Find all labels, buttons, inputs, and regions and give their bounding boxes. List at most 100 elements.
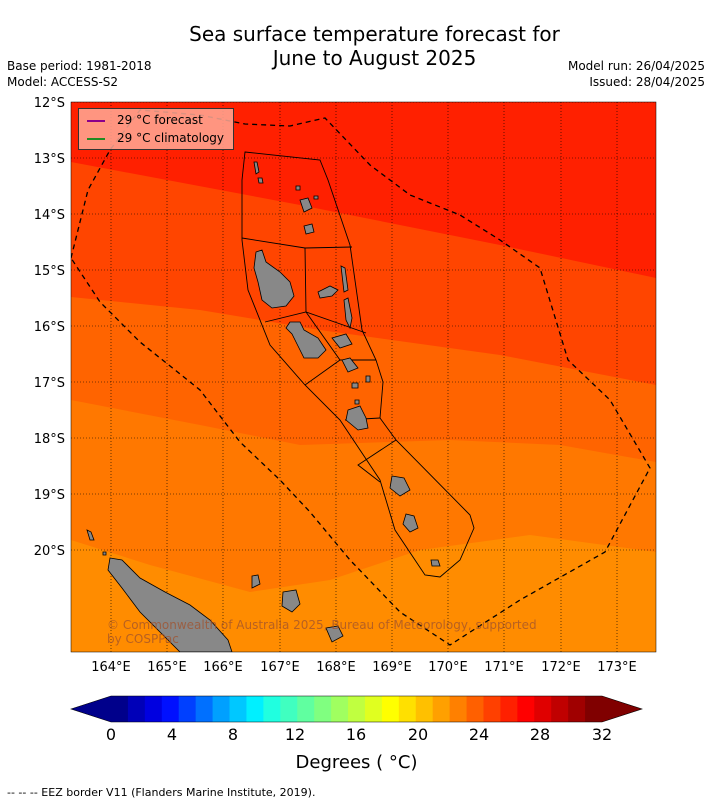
island-small-f	[102, 551, 107, 556]
metadata-left: Base period: 1981-2018 Model: ACCESS-S2	[7, 58, 152, 90]
colorbar-segment	[195, 696, 214, 722]
colorbar-tick: 8	[228, 725, 238, 744]
colorbar-max-arrow	[602, 696, 642, 722]
sst-band-5	[71, 535, 656, 652]
colorbar-segment	[466, 696, 484, 722]
island-erromango	[389, 475, 411, 497]
colorbar-segment	[263, 696, 281, 722]
colorbar-label: Degrees ( °C)	[295, 752, 418, 773]
lon-label: 169°E	[372, 660, 412, 675]
legend-item-forecast: 29 °C forecast	[87, 111, 203, 129]
colorbar-segment	[381, 696, 400, 722]
colorbar-segment	[246, 696, 264, 722]
colorbar-segment	[144, 696, 163, 722]
island-epi	[341, 357, 359, 373]
title-line-2: June to August 2025	[272, 46, 477, 70]
map-frame	[70, 101, 657, 653]
eez-footnote: -- -- -- EEZ border V11 (Flanders Marine…	[7, 786, 316, 799]
colorbar-segment	[212, 696, 231, 722]
island-belep	[86, 529, 95, 541]
colorbar-segment	[585, 696, 603, 722]
colorbar-tick: 28	[530, 725, 550, 744]
base-period: Base period: 1981-2018	[7, 59, 152, 73]
lat-label: 20°S	[34, 544, 65, 559]
island-torres	[253, 161, 260, 175]
island-small-b	[313, 195, 319, 200]
chart-title: Sea surface temperature forecast for Jun…	[0, 22, 713, 70]
legend-item-climatology: 29 °C climatology	[87, 129, 224, 147]
colorbar-segment	[449, 696, 468, 722]
lat-label: 17°S	[34, 376, 65, 391]
lon-label: 171°E	[484, 660, 524, 675]
lon-label: 166°E	[203, 660, 243, 675]
colorbar-outline	[70, 695, 643, 723]
copyright-line: by COSPPac	[107, 632, 179, 646]
legend-label: 29 °C climatology	[117, 131, 225, 145]
colorbar-tick: 16	[346, 725, 366, 744]
colorbar-segment	[280, 696, 298, 722]
lat-label: 19°S	[34, 488, 65, 503]
legend-swatch-forecast	[87, 119, 105, 122]
island-small-d	[365, 375, 371, 383]
eez-border	[71, 109, 651, 646]
colorbar-ticks: 0 4 8 12 16 20 24 28 32	[106, 725, 612, 744]
colorbar-segment	[415, 696, 434, 722]
lat-label: 13°S	[34, 152, 65, 167]
colorbar-segment	[178, 696, 197, 722]
colorbar-segment	[517, 696, 535, 722]
island-maewo	[340, 265, 349, 293]
colorbar-segment	[500, 696, 518, 722]
island-ambrym	[331, 333, 353, 349]
island-new-caledonia	[107, 557, 233, 652]
colorbar-segment	[398, 696, 417, 722]
colorbar-tick: 20	[408, 725, 428, 744]
lon-label: 167°E	[260, 660, 300, 675]
map-legend: 29 °C forecast 29 °C climatology	[78, 108, 234, 150]
island-small-a	[295, 185, 301, 191]
longitude-labels: 164°E 165°E 166°E 167°E 168°E 169°E 170°…	[91, 660, 637, 675]
island-small-c	[351, 382, 359, 389]
lon-label: 170°E	[428, 660, 468, 675]
colorbar-segment	[314, 696, 332, 722]
colorbar	[70, 695, 643, 723]
lat-label: 15°S	[34, 264, 65, 279]
model-run: Model run: 26/04/2025	[567, 59, 705, 73]
island-loyalty-lifou	[281, 589, 301, 613]
lon-label: 173°E	[597, 660, 637, 675]
colorbar-segment	[483, 696, 501, 722]
colorbar-segment	[297, 696, 315, 722]
lat-label: 16°S	[34, 320, 65, 335]
legend-swatch-climatology	[87, 137, 105, 140]
title-line-1: Sea surface temperature forecast for	[189, 22, 560, 46]
legend-label: 29 °C forecast	[117, 113, 203, 127]
colorbar-segment	[331, 696, 349, 722]
lon-label: 164°E	[91, 660, 131, 675]
lon-label: 165°E	[147, 660, 187, 675]
colorbar-segment	[551, 696, 569, 722]
latitude-labels: 12°S 13°S 14°S 15°S 16°S 17°S 18°S 19°S …	[34, 96, 65, 559]
colorbar-tick: 12	[285, 725, 305, 744]
colorbar-segment	[127, 696, 146, 722]
island-gaua	[299, 197, 313, 213]
sst-field	[71, 102, 656, 652]
lon-label: 172°E	[541, 660, 581, 675]
copyright-line: © Commonwealth of Australia 2025, Bureau…	[107, 618, 537, 632]
island-efate	[345, 405, 369, 431]
colorbar-tick: 32	[592, 725, 612, 744]
colorbar-min-arrow	[71, 696, 111, 722]
island-aneityum	[430, 559, 441, 567]
island-small-e	[354, 399, 360, 405]
colorbar-tick: 24	[469, 725, 489, 744]
model-name: Model: ACCESS-S2	[7, 75, 119, 89]
lat-label: 18°S	[34, 432, 65, 447]
island-tanna	[402, 513, 419, 533]
island-pentecost	[343, 297, 353, 330]
island-espiritu-santo	[253, 249, 295, 309]
lon-label: 168°E	[316, 660, 356, 675]
issued-date: Issued: 28/04/2025	[589, 75, 705, 89]
colorbar-segment	[161, 696, 180, 722]
island-malakula	[285, 321, 327, 359]
island-vanua-lava	[303, 223, 315, 235]
lat-label: 14°S	[34, 208, 65, 223]
lat-label: 12°S	[34, 96, 65, 111]
